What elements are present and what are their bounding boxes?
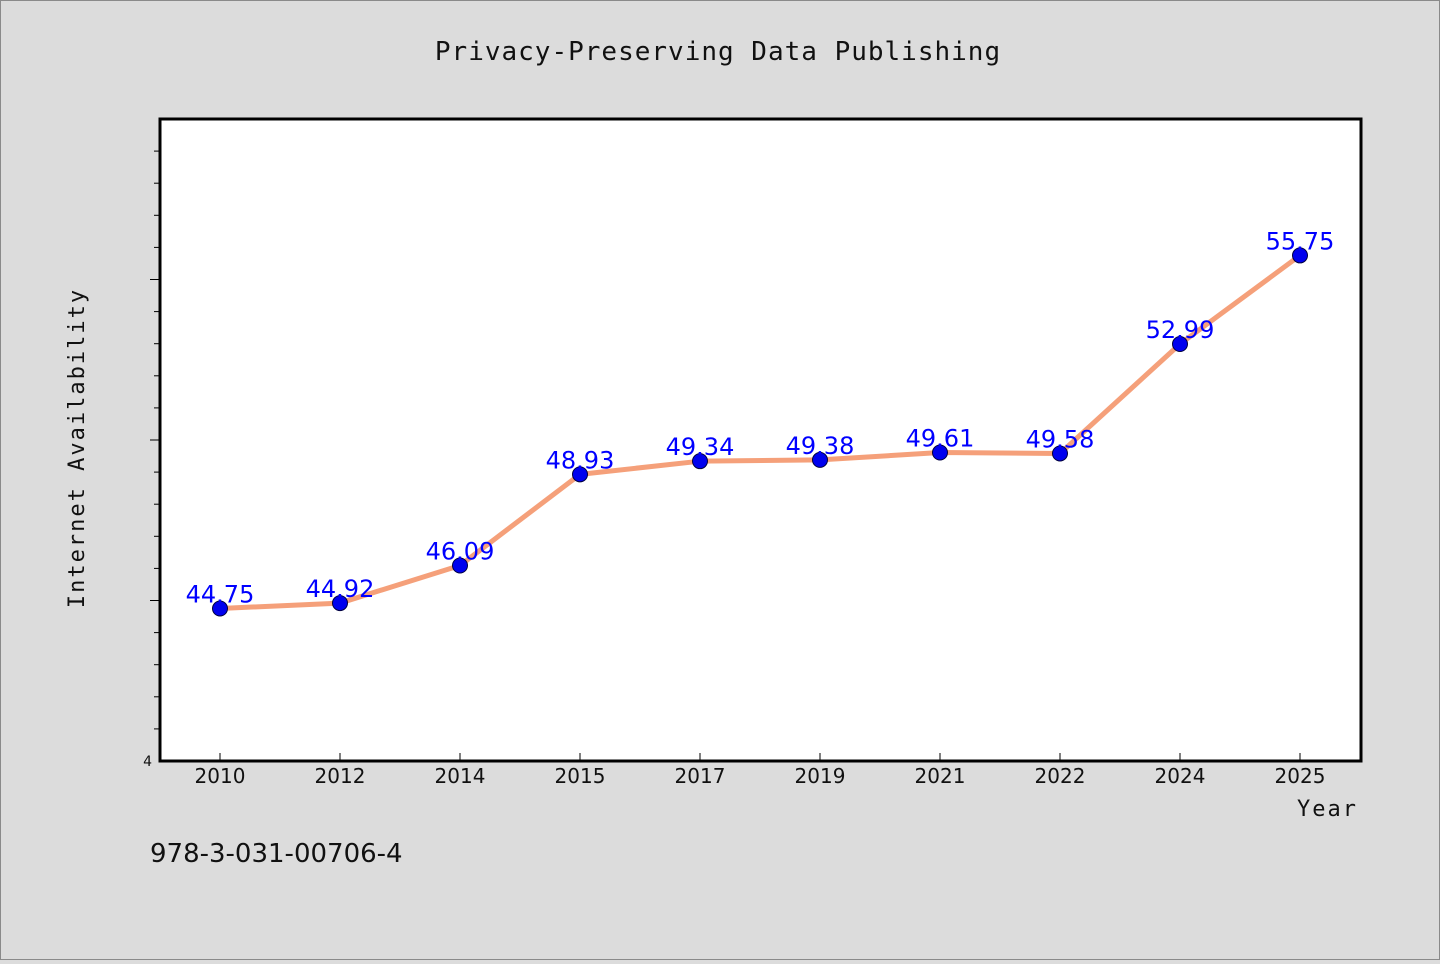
x-tick-label: 2017 <box>675 764 726 788</box>
plot-area <box>158 117 1363 763</box>
x-tick-label: 2019 <box>795 764 846 788</box>
data-point <box>1172 336 1188 353</box>
data-point <box>332 595 348 612</box>
data-label: 49.61 <box>906 425 975 453</box>
data-point <box>932 444 948 461</box>
x-axis-ticks: 2010 2012 2014 2015 2017 2019 2021 2022 2024 2025 <box>195 753 1326 788</box>
x-tick-label: 2022 <box>1035 764 1086 788</box>
x-tick-label: 2025 <box>1275 764 1326 788</box>
data-label: 49.58 <box>1026 425 1095 453</box>
x-tick-label: 2010 <box>195 764 246 788</box>
data-point <box>1052 445 1068 462</box>
data-point <box>1292 247 1308 264</box>
data-labels: 44.75 44.92 46.09 48.93 49.34 49.38 49.61 49.58… <box>186 227 1335 608</box>
data-label: 49.34 <box>666 433 735 461</box>
series-group <box>212 247 1308 617</box>
data-label: 44.92 <box>306 575 375 603</box>
data-label: 55.75 <box>1266 227 1335 255</box>
x-tick-label: 2024 <box>1155 764 1206 788</box>
data-label: 52.99 <box>1146 316 1215 344</box>
x-tick-label: 2021 <box>915 764 966 788</box>
isbn-text: 978-3-031-00706-4 <box>150 839 403 869</box>
x-tick-label: 2014 <box>435 764 486 788</box>
series-line <box>219 253 1302 612</box>
data-point <box>212 600 228 617</box>
data-point <box>812 451 828 468</box>
y-tick-label: 4 <box>143 754 152 770</box>
y-axis-label: Internet Availability <box>65 288 90 608</box>
x-tick-label: 2015 <box>555 764 606 788</box>
x-axis-label: Year <box>1297 797 1358 822</box>
x-tick-label: 2012 <box>315 764 366 788</box>
data-label: 49.38 <box>786 432 855 460</box>
data-point <box>692 453 708 470</box>
data-point <box>452 557 468 574</box>
chart-title: Privacy-Preserving Data Publishing <box>435 37 1001 67</box>
data-label: 46.09 <box>426 538 495 566</box>
data-point <box>572 466 588 483</box>
data-label: 48.93 <box>546 446 615 474</box>
y-axis-ticks <box>150 150 160 730</box>
data-label: 44.75 <box>186 581 255 609</box>
